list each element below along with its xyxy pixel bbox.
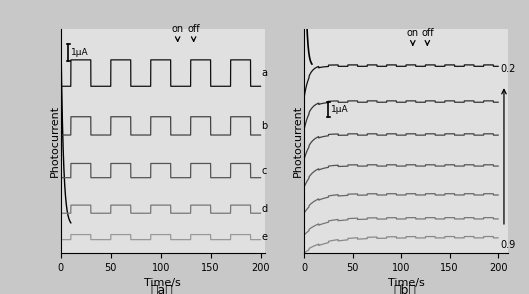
Text: c: c [261, 166, 267, 176]
Text: d: d [261, 204, 268, 214]
Text: off: off [187, 24, 200, 41]
Y-axis label: Photocurrent: Photocurrent [293, 105, 303, 177]
Text: b: b [261, 121, 268, 131]
Text: a: a [261, 68, 268, 78]
Text: on: on [407, 29, 419, 45]
Text: on: on [171, 24, 184, 41]
X-axis label: Time/s: Time/s [388, 278, 424, 288]
Text: 1μA: 1μA [331, 105, 349, 114]
Text: 0.2: 0.2 [500, 64, 515, 74]
Text: （a）: （a） [150, 284, 173, 294]
Text: off: off [421, 29, 434, 45]
Text: 0.9: 0.9 [500, 240, 515, 250]
Text: （b）: （b） [393, 284, 416, 294]
Text: e: e [261, 232, 268, 242]
X-axis label: Time/s: Time/s [144, 278, 181, 288]
Text: 1μA: 1μA [71, 48, 89, 57]
Y-axis label: Photocurrent: Photocurrent [49, 105, 59, 177]
